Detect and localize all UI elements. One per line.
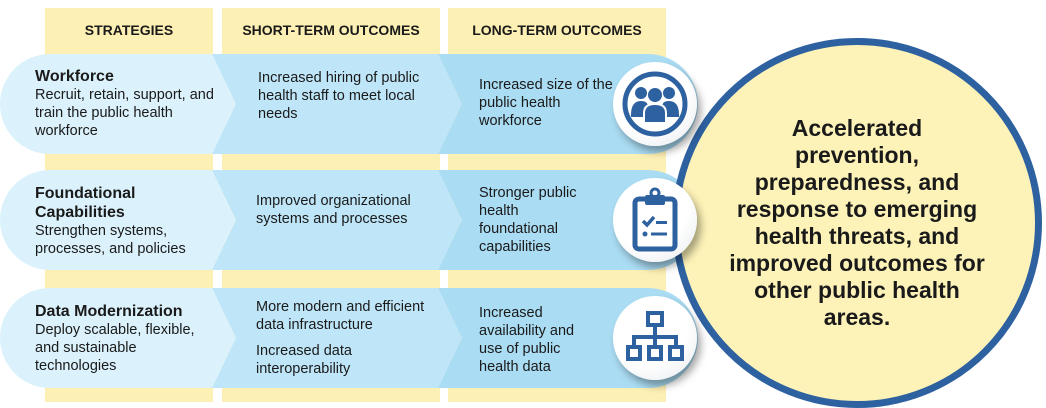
short-term-outcome: Increased data interoperability	[256, 343, 352, 377]
header-strategies: STRATEGIES	[84, 22, 174, 38]
short-term-band	[212, 288, 462, 388]
goal-circle: Accelerated prevention, preparedness, an…	[672, 38, 1042, 408]
header-long-term: LONG-TERM OUTCOMES	[472, 22, 642, 38]
clipboard-checklist-icon	[613, 178, 697, 262]
strategy-desc: Strengthen systems, processes, and polic…	[35, 223, 186, 257]
strategy-title: Foundational Capabilities	[35, 185, 136, 221]
long-term-outcome: Increased size of the public health work…	[479, 77, 613, 129]
org-hierarchy-icon	[613, 296, 697, 380]
strategy-desc: Recruit, retain, support, and train the …	[35, 87, 214, 139]
header-short-term: SHORT-TERM OUTCOMES	[242, 22, 420, 38]
strategy-title: Data Modernization	[35, 303, 183, 320]
long-term-outcome: Increased availability and use of public…	[479, 305, 575, 375]
short-term-outcome: Improved organizational systems and proc…	[256, 193, 411, 227]
row-workforce: Workforce Recruit, retain, support, and …	[0, 54, 700, 154]
strategy-desc: Deploy scalable, flexible, and sustainab…	[35, 322, 195, 374]
short-term-outcome: Increased hiring of public health staff …	[258, 70, 420, 122]
row-foundational-capabilities: Foundational Capabilities Strengthen sys…	[0, 170, 700, 270]
strategy-band	[0, 170, 236, 270]
people-group-icon	[613, 62, 697, 146]
short-term-band	[212, 54, 462, 154]
strategy-band	[0, 288, 236, 388]
row-data-modernization: Data Modernization Deploy scalable, flex…	[0, 288, 700, 388]
short-term-outcome: More modern and efficient data infrastru…	[256, 299, 425, 333]
strategy-title: Workforce	[35, 68, 114, 85]
strategy-band	[0, 54, 236, 154]
short-term-band	[212, 170, 462, 270]
long-term-outcome: Stronger public health foundational capa…	[479, 185, 577, 255]
goal-text: Accelerated prevention, preparedness, an…	[729, 115, 985, 330]
